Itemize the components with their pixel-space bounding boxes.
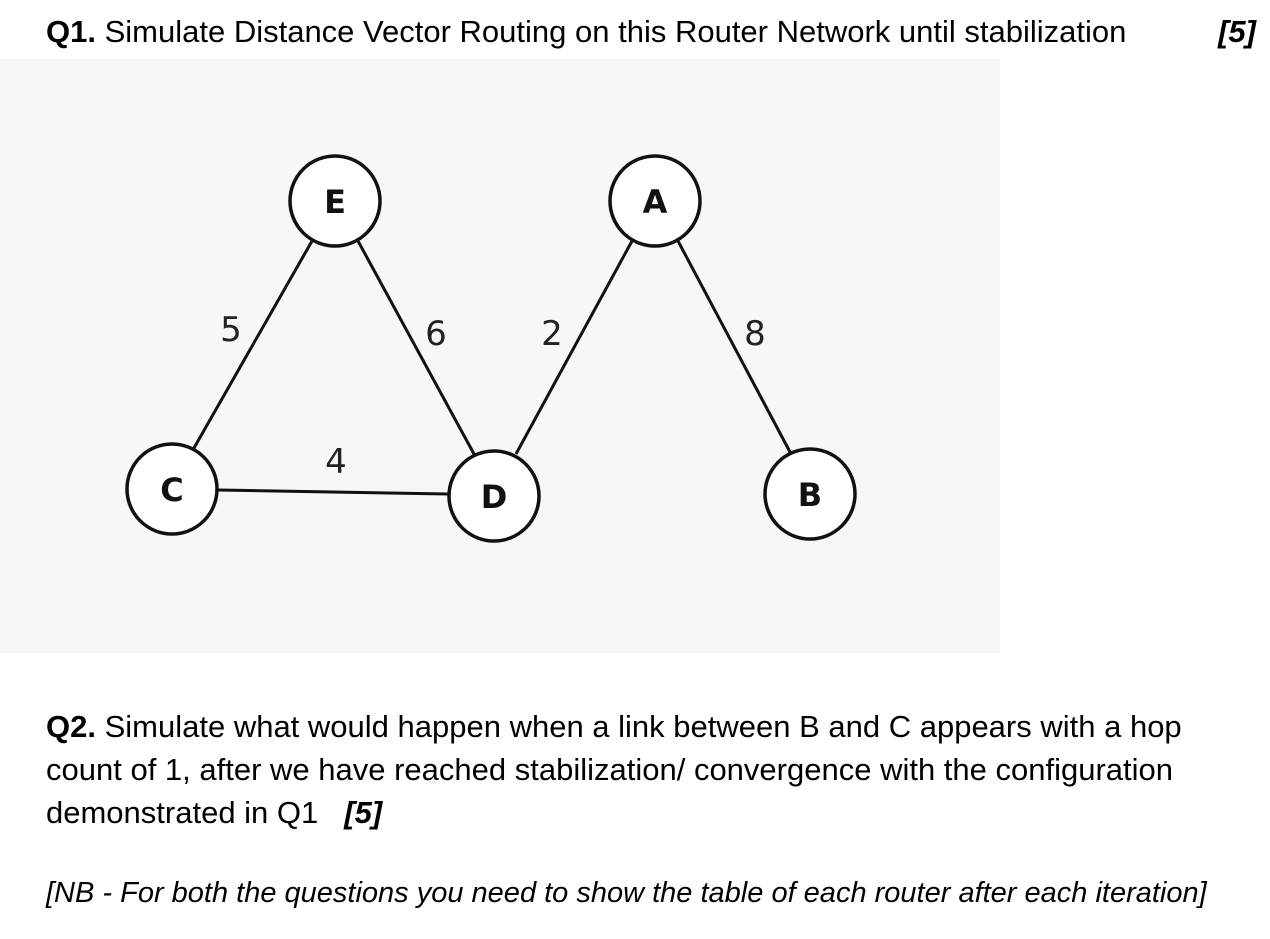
node-a-label: A <box>643 183 668 221</box>
edge-weight-a-d: 2 <box>541 314 563 354</box>
question-2-marks: [5] <box>344 795 383 830</box>
instruction-note: [NB - For both the questions you need to… <box>46 877 1207 909</box>
node-b: B <box>763 447 857 541</box>
question-2-number: Q2. <box>46 709 96 744</box>
question-1-number: Q1. <box>46 14 96 49</box>
router-network-diagram: 5 6 2 8 4 E A C D B <box>0 59 1000 653</box>
edge-weight-a-b: 8 <box>744 314 766 354</box>
edge-e-d <box>356 240 476 455</box>
question-1-text: Simulate Distance Vector Routing on this… <box>104 14 1127 49</box>
edge-a-d <box>514 240 634 455</box>
node-e: E <box>288 154 382 248</box>
edge-weight-c-d: 4 <box>325 442 347 482</box>
question-1-marks: [5] <box>1218 14 1256 49</box>
node-d: D <box>447 449 541 543</box>
node-c: C <box>125 442 219 536</box>
question-2: Q2. Simulate what would happen when a li… <box>46 705 1256 834</box>
edge-weight-e-c: 5 <box>220 310 242 350</box>
edge-c-d <box>217 488 449 496</box>
node-b-label: B <box>798 476 822 514</box>
question-2-text: Simulate what would happen when a link b… <box>46 709 1182 830</box>
node-d-label: D <box>481 478 508 516</box>
edge-weight-e-d: 6 <box>425 314 447 354</box>
edge-a-b <box>676 240 792 453</box>
network-graph: 5 6 2 8 4 E A C D B <box>125 154 857 543</box>
question-1: Q1. Simulate Distance Vector Routing on … <box>46 12 1256 52</box>
edge-e-c <box>192 240 314 449</box>
node-c-label: C <box>160 471 183 509</box>
node-e-label: E <box>324 183 346 221</box>
node-a: A <box>608 154 702 248</box>
